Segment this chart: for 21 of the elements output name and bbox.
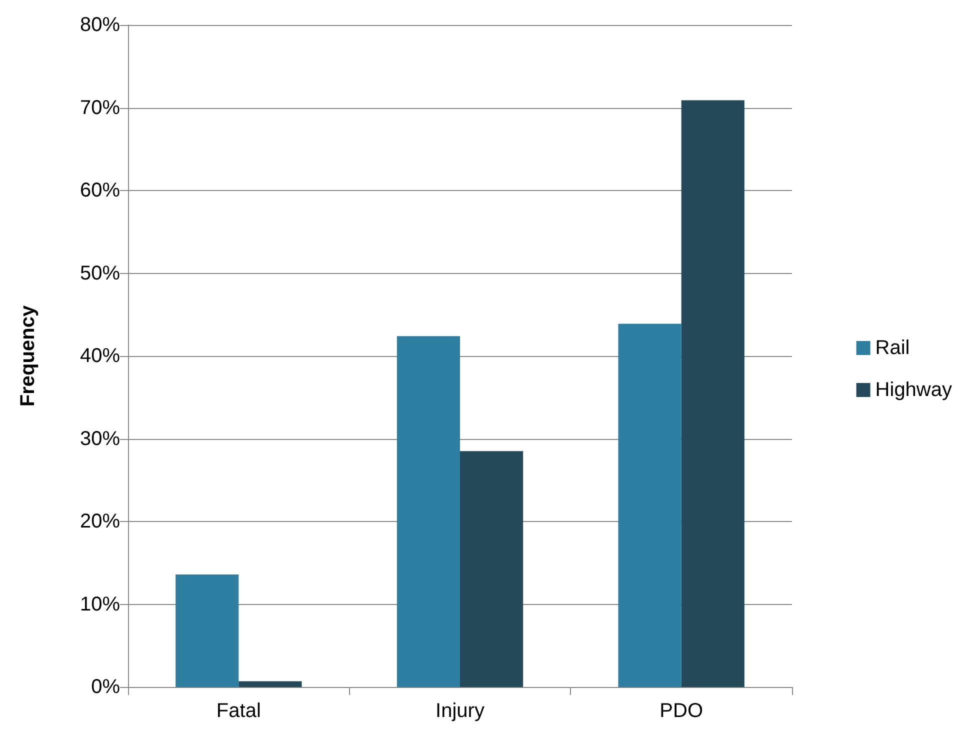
y-tick-label: 30%	[80, 428, 120, 450]
y-tick-label: 60%	[80, 180, 120, 202]
y-tick-label: 80%	[80, 14, 120, 36]
y-tick-label: 0%	[91, 676, 120, 698]
legend-label: Highway	[875, 379, 952, 401]
x-tick-label: Injury	[436, 700, 484, 722]
bar	[176, 574, 239, 687]
x-tick-label: PDO	[660, 700, 704, 722]
y-axis-title: Frequency	[17, 304, 39, 407]
bar	[681, 100, 744, 687]
y-tick-label: 20%	[80, 510, 120, 532]
y-tick-label: 40%	[80, 345, 120, 367]
bar	[460, 451, 524, 687]
legend-label: Rail	[875, 337, 910, 359]
bar	[238, 681, 302, 687]
bar	[618, 324, 682, 687]
y-tick-label: 70%	[80, 96, 120, 119]
y-tick-label: 10%	[80, 593, 120, 616]
y-tick-label: 50%	[80, 262, 120, 284]
x-tick-label: Fatal	[216, 700, 261, 722]
bar	[396, 336, 460, 687]
